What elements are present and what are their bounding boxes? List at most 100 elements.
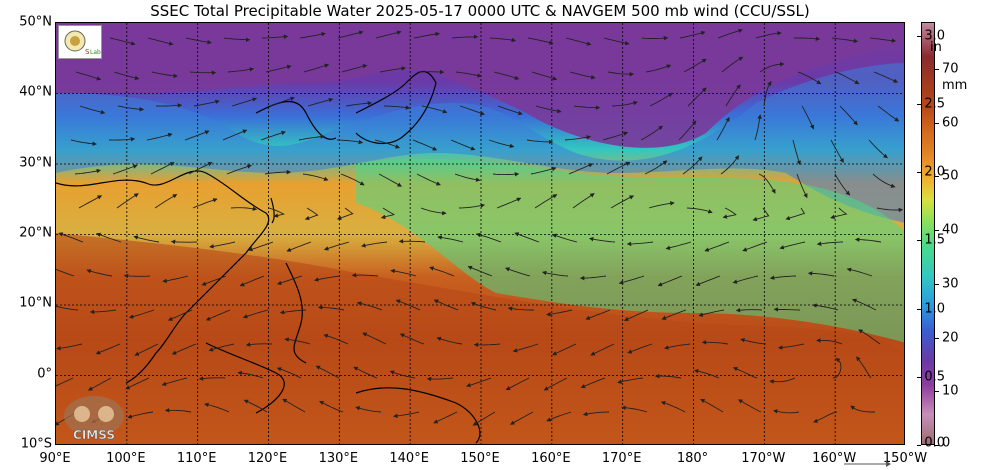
wind-streamline [223, 37, 251, 42]
wind-streamline [846, 267, 873, 277]
wind-streamline [450, 139, 476, 151]
wind-streamline [752, 207, 770, 222]
svg-text:Lab: Lab [90, 49, 101, 56]
wind-streamline [395, 299, 421, 311]
svg-text:S: S [85, 48, 90, 56]
wind-streamline [380, 207, 396, 220]
wind-streamline [580, 377, 606, 389]
wind-streamline [127, 411, 154, 419]
wind-streamline [644, 160, 668, 175]
wind-scale-arrow [844, 461, 891, 467]
wind-streamline [514, 232, 540, 243]
colorbar-inch-tick [917, 445, 921, 446]
wind-streamline [413, 31, 440, 39]
wind-streamline [336, 207, 354, 220]
wind-streamline [777, 343, 805, 350]
colorbar-mm-tick [935, 176, 939, 178]
wind-streamline [314, 275, 341, 282]
wind-streamline [89, 309, 117, 315]
colorbar-inch-label: 1.0 [924, 301, 945, 317]
wind-streamline [248, 241, 274, 252]
lon-label: 100°E [106, 451, 146, 466]
wind-streamline [134, 343, 159, 356]
wind-streamline [543, 377, 568, 391]
wind-streamline [307, 97, 334, 107]
wind-streamline [226, 164, 252, 175]
wind-streamline [265, 64, 292, 73]
wind-streamline [353, 366, 378, 379]
wind-streamline [649, 92, 673, 107]
wind-streamline [590, 343, 615, 356]
wind-streamline [834, 173, 851, 196]
colorbar-mm-tick [935, 68, 939, 70]
wind-streamline [231, 97, 258, 107]
wind-streamline [282, 398, 306, 413]
wind-streamline [345, 101, 373, 107]
wind-streamline [70, 139, 97, 146]
wind-streamline [831, 37, 859, 44]
wind-streamline [839, 105, 858, 126]
wind-streamline [421, 105, 448, 114]
wind-streamline [167, 309, 193, 321]
wind-streamline [610, 195, 635, 209]
wind-streamline [147, 37, 174, 46]
wind-streamline [399, 333, 425, 345]
lat-label: 20°N [19, 225, 52, 241]
wind-streamline [429, 266, 455, 277]
tpw-map [55, 22, 905, 445]
colorbar-inch-label: 1.5 [924, 232, 945, 248]
wind-streamline [794, 36, 821, 41]
lon-label: 180° [676, 451, 709, 466]
wind-streamline [661, 309, 687, 320]
wind-streamline [454, 173, 481, 182]
colorbar-mm-label: 20 [942, 330, 959, 345]
wind-streamline [390, 268, 417, 277]
wind-streamline [754, 114, 762, 141]
wind-streamline [123, 273, 151, 279]
wind-streamline [472, 411, 496, 426]
wind-streamline [337, 30, 364, 39]
wind-streamline [773, 409, 800, 414]
wind-streamline [458, 203, 486, 209]
wind-streamline [150, 162, 175, 175]
lon-label: 110°E [176, 451, 217, 466]
colorbar-mm-label: 70 [942, 61, 959, 77]
colorbar-inch-tick [917, 240, 921, 242]
wind-streamline [876, 207, 904, 213]
wind-streamline [607, 71, 635, 77]
wind-streamline [769, 377, 796, 384]
wind-streamline [721, 56, 744, 73]
wind-streamline [735, 307, 763, 313]
wind-streamline [198, 376, 226, 381]
wind-streamline [96, 232, 122, 243]
wind-streamline [208, 343, 235, 352]
wind-streamline [417, 69, 445, 75]
wind-streamline [527, 37, 554, 45]
wind-streamline [87, 377, 112, 391]
wind-streamline [276, 367, 302, 379]
wind-streamline [269, 96, 295, 107]
wind-streamline [640, 125, 663, 141]
wind-streamline [504, 267, 531, 277]
colorbar-inch-label: 2.0 [924, 164, 945, 180]
wind-streamline [389, 370, 416, 379]
lon-label: 90°E [39, 451, 71, 466]
wind-streamline [695, 275, 721, 286]
lon-label: 150°W [882, 451, 928, 466]
lat-label: 40°N [19, 84, 52, 100]
wind-streamline [336, 139, 364, 145]
colorbar-mm-tick [935, 230, 939, 231]
wind-streamline [813, 411, 838, 423]
wind-streamline [717, 28, 743, 39]
wind-streamline [125, 377, 150, 390]
wind-streamline [512, 343, 539, 353]
colorbar-mm-unit: mm [942, 78, 968, 93]
wind-streamline [303, 63, 330, 73]
wind-streamline [679, 30, 706, 39]
wind-streamline [117, 105, 145, 112]
wind-streamline [665, 241, 692, 250]
wind-streamline [797, 71, 822, 85]
wind-streamline [189, 70, 217, 75]
wind-streamline [588, 237, 616, 243]
lon-label: 160°E [531, 451, 571, 466]
